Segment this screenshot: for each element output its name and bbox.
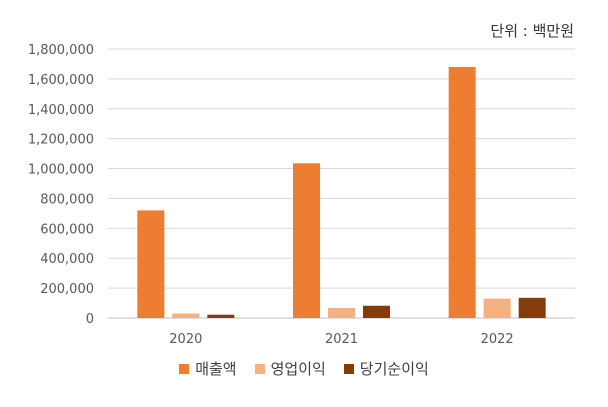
y-axis-ticks: 0 200,000 400,000 600,000 800,000 1,000,000 1,… — [28, 43, 94, 327]
legend-swatch — [254, 363, 265, 374]
y-tick-label: 1,600,000 — [28, 73, 94, 88]
legend-item: 매출액 — [179, 358, 237, 379]
legend-swatch — [343, 363, 354, 374]
y-tick-label: 800,000 — [40, 192, 94, 207]
legend-label: 매출액 — [195, 360, 237, 378]
y-tick-label: 200,000 — [40, 282, 94, 297]
bar-매출액-2020 — [137, 210, 165, 318]
x-axis-ticks: 2020 2021 2022 — [169, 332, 513, 347]
unit-label: 단위 : 백만원 — [490, 22, 574, 40]
bar-당기순이익-2022 — [518, 297, 546, 318]
x-tick-label: 2020 — [169, 332, 202, 347]
gridlines — [108, 48, 575, 319]
y-tick-label: 1,200,000 — [28, 133, 94, 148]
legend-swatch — [179, 363, 190, 374]
bar-chart: 0 200,000 400,000 600,000 800,000 1,000,000 1,… — [28, 43, 575, 347]
y-tick-label: 600,000 — [40, 222, 94, 237]
bar-당기순이익-2020 — [207, 314, 235, 318]
bar-당기순이익-2021 — [363, 305, 390, 318]
legend-item: 영업이익 — [254, 358, 326, 379]
bar-매출액-2021 — [293, 163, 320, 318]
bars — [137, 66, 546, 318]
y-tick-label: 400,000 — [40, 252, 94, 267]
bar-영업이익-2021 — [328, 307, 355, 318]
legend-item: 당기순이익 — [343, 358, 429, 379]
bar-영업이익-2020 — [172, 313, 200, 318]
legend-label: 영업이익 — [270, 360, 326, 378]
y-tick-label: 1,800,000 — [28, 43, 94, 58]
legend: 매출액 영업이익 당기순이익 — [0, 358, 608, 379]
bar-영업이익-2022 — [483, 298, 511, 318]
x-tick-label: 2021 — [325, 332, 358, 347]
y-tick-label: 1,000,000 — [28, 163, 94, 178]
legend-label: 당기순이익 — [359, 360, 429, 378]
bar-매출액-2022 — [448, 66, 476, 318]
y-tick-label: 0 — [86, 312, 94, 327]
x-tick-label: 2022 — [481, 332, 514, 347]
y-tick-label: 1,400,000 — [28, 103, 94, 118]
